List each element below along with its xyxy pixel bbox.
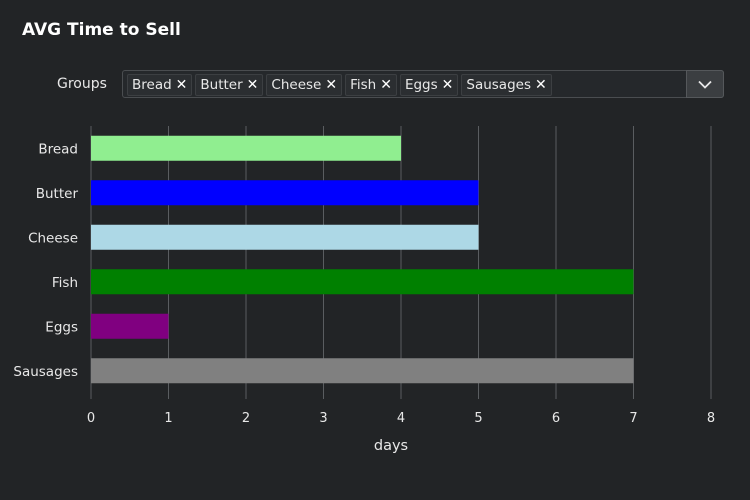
bar-eggs <box>91 313 169 339</box>
x-tick-label: 2 <box>242 411 250 426</box>
y-tick-label: Butter <box>36 186 79 202</box>
x-axis-label: days <box>374 438 408 454</box>
groups-label: Groups <box>57 76 107 92</box>
y-tick-label: Eggs <box>45 319 78 335</box>
y-tick-label: Sausages <box>13 364 78 380</box>
x-tick-label: 8 <box>707 411 715 426</box>
bar-cheese <box>91 224 479 250</box>
chip-label: Sausages <box>466 77 531 93</box>
x-tick-label: 3 <box>319 411 327 426</box>
remove-eggs-icon[interactable]: ✕ <box>441 77 454 93</box>
x-tick-label: 6 <box>552 411 560 426</box>
chip-label: Cheese <box>271 77 322 93</box>
remove-bread-icon[interactable]: ✕ <box>175 77 188 93</box>
chip-label: Eggs <box>404 77 438 93</box>
bar-fish <box>91 269 634 295</box>
chip-label: Fish <box>350 77 377 93</box>
chip-label: Butter <box>200 77 243 93</box>
y-tick-label: Bread <box>38 141 78 157</box>
x-tick-label: 1 <box>164 411 172 426</box>
x-tick-label: 0 <box>87 411 95 426</box>
remove-butter-icon[interactable]: ✕ <box>246 77 259 93</box>
x-tick-label: 4 <box>397 411 405 426</box>
bar-bread <box>91 135 401 161</box>
bar-butter <box>91 180 479 206</box>
groups-multiselect[interactable]: Bread ✕ Butter ✕ Cheese ✕ Fish ✕ Eggs ✕ … <box>122 70 724 98</box>
y-tick-label: Cheese <box>28 230 78 246</box>
bar-sausages <box>91 358 634 384</box>
chip-cheese: Cheese ✕ <box>266 74 343 96</box>
remove-cheese-icon[interactable]: ✕ <box>325 77 338 93</box>
chip-bread: Bread ✕ <box>127 74 193 96</box>
dropdown-toggle-button[interactable] <box>686 70 724 98</box>
chip-sausages: Sausages ✕ <box>461 74 552 96</box>
chip-eggs: Eggs ✕ <box>399 74 459 96</box>
chip-label: Bread <box>132 77 172 93</box>
chip-list: Bread ✕ Butter ✕ Cheese ✕ Fish ✕ Eggs ✕ … <box>127 74 552 96</box>
chevron-down-icon <box>698 80 712 89</box>
chart-title: AVG Time to Sell <box>22 20 181 40</box>
remove-fish-icon[interactable]: ✕ <box>380 77 392 93</box>
x-tick-label: 5 <box>474 411 482 426</box>
x-tick-label: 7 <box>629 411 637 426</box>
chip-butter: Butter ✕ <box>195 74 264 96</box>
chip-fish: Fish ✕ <box>345 74 397 96</box>
remove-sausages-icon[interactable]: ✕ <box>535 77 547 93</box>
y-tick-label: Fish <box>52 275 78 291</box>
